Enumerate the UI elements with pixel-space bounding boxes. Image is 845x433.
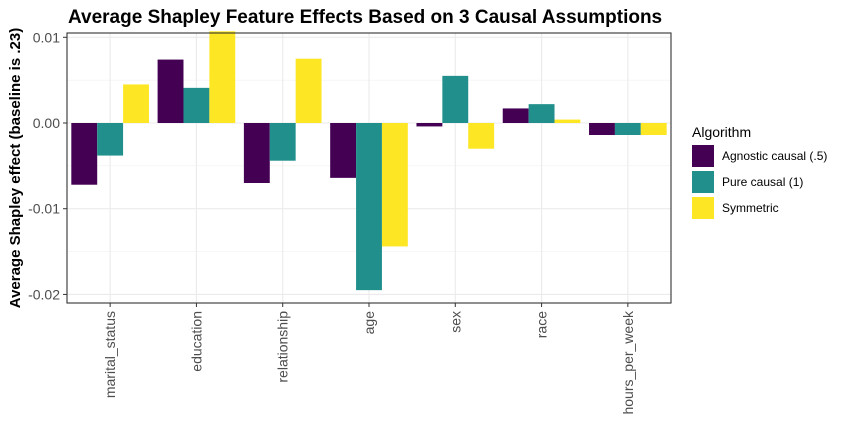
x-tick-label: race xyxy=(534,311,550,338)
bar xyxy=(183,87,210,123)
y-axis-label: Average Shapley effect (baseline is .23) xyxy=(7,28,24,308)
bar xyxy=(356,123,382,291)
bar xyxy=(468,123,495,149)
bar xyxy=(269,123,296,161)
legend-key xyxy=(692,145,714,167)
bar xyxy=(589,123,615,135)
bar xyxy=(157,59,184,123)
bar xyxy=(330,123,357,178)
bar xyxy=(554,119,581,123)
bar xyxy=(123,84,149,123)
x-tick-label: age xyxy=(361,311,377,335)
legend-key xyxy=(692,171,714,193)
legend-title: Algorithm xyxy=(692,124,751,140)
legend-label: Agnostic causal (.5) xyxy=(722,149,827,163)
y-tick-label: 0.00 xyxy=(33,115,60,131)
bar xyxy=(295,58,322,123)
legend-label: Pure causal (1) xyxy=(722,175,803,189)
legend-label: Symmetric xyxy=(722,201,779,215)
y-tick-label: -0.02 xyxy=(28,286,60,302)
x-tick-label: hours_per_week xyxy=(620,310,636,415)
y-tick-label: 0.01 xyxy=(33,29,60,45)
bar xyxy=(442,75,469,123)
bar xyxy=(243,123,270,183)
bar xyxy=(528,104,555,123)
bar xyxy=(71,123,98,185)
y-tick-label: -0.01 xyxy=(28,201,60,217)
bar xyxy=(209,31,236,124)
panel-border xyxy=(66,32,672,304)
legend-key xyxy=(692,197,714,219)
x-tick-label: sex xyxy=(447,311,463,333)
plot-area: -0.02 -0.01 0.00 0.01 marital_status educatio… xyxy=(28,29,672,415)
x-tick-label: education xyxy=(188,311,204,372)
bar xyxy=(502,108,529,123)
x-tick-label: marital_status xyxy=(102,311,118,398)
bar xyxy=(97,123,124,156)
bar xyxy=(614,123,641,135)
bar xyxy=(416,123,443,127)
bar xyxy=(640,123,667,135)
chart-title: Average Shapley Feature Effects Based on… xyxy=(68,7,662,28)
legend: Algorithm Agnostic causal (.5) Pure causa… xyxy=(692,124,827,219)
x-tick-label: relationship xyxy=(275,311,291,383)
bar xyxy=(381,123,408,247)
